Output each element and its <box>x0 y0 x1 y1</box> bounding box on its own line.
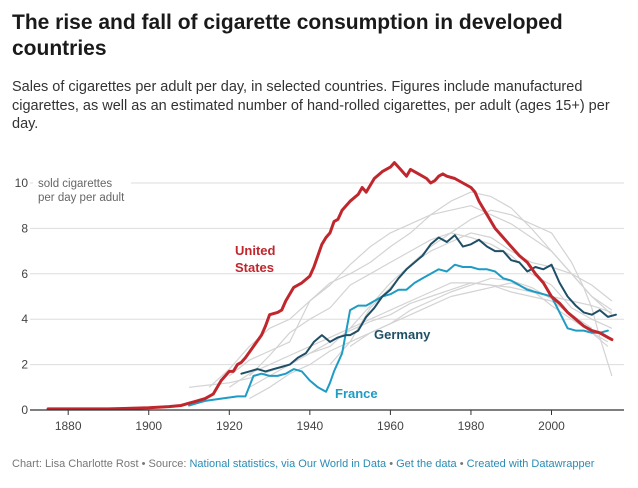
get-data-link[interactable]: Get the data <box>396 458 457 470</box>
x-tick-label-1940: 1940 <box>296 419 323 433</box>
series-line-united-states <box>46 161 614 411</box>
series-line-germany <box>240 234 617 375</box>
annotation-united-states-line-2: States <box>235 260 274 275</box>
annotation-germany: Germany <box>374 327 431 342</box>
footer-credit: Chart: Lisa Charlotte Rost • Source: <box>12 458 190 470</box>
series-line-other-3 <box>208 191 613 388</box>
axis-layer: 0 2 4 6 8 10 1880 1900 1920 1940 1960 1980 2000 <box>15 176 624 433</box>
datawrapper-link[interactable]: Created with Datawrapper <box>466 458 595 470</box>
y-axis-label-background <box>33 172 131 210</box>
series-line-france <box>188 263 609 407</box>
y-tick-label-6: 6 <box>21 267 28 281</box>
x-tick-label-1980: 1980 <box>458 419 485 433</box>
chart-footer: Chart: Lisa Charlotte Rost • Source: Nat… <box>12 458 594 470</box>
y-axis-label-line-2: per day per adult <box>38 192 125 204</box>
source-link[interactable]: National statistics, via Our World in Da… <box>189 458 387 470</box>
x-tick-label-1880: 1880 <box>55 419 82 433</box>
chart-title: The rise and fall of cigarette consumpti… <box>12 11 563 60</box>
y-tick-label-0: 0 <box>21 403 28 417</box>
y-tick-label-4: 4 <box>21 312 28 326</box>
annotation-france: France <box>335 386 378 401</box>
annotation-united-states-line-1: United <box>235 243 276 258</box>
x-tick-label-1900: 1900 <box>135 419 162 433</box>
series-line-other-4 <box>228 205 613 377</box>
y-axis-label-line-1: sold cigarettes <box>38 178 112 190</box>
series-line-other-6 <box>248 232 613 377</box>
series-line-other-5 <box>249 209 613 388</box>
highlight-series-layer <box>46 161 617 411</box>
chart-subtitle: Sales of cigarettes per adult per day, i… <box>12 79 610 132</box>
x-tick-label-2000: 2000 <box>538 419 565 433</box>
y-tick-label-2: 2 <box>21 358 28 372</box>
footer-separator: • <box>456 458 467 470</box>
y-tick-label-10: 10 <box>15 176 29 190</box>
footer-separator: • <box>386 458 397 470</box>
x-tick-label-1920: 1920 <box>216 419 243 433</box>
y-tick-label-8: 8 <box>21 221 28 235</box>
x-tick-label-1960: 1960 <box>377 419 404 433</box>
